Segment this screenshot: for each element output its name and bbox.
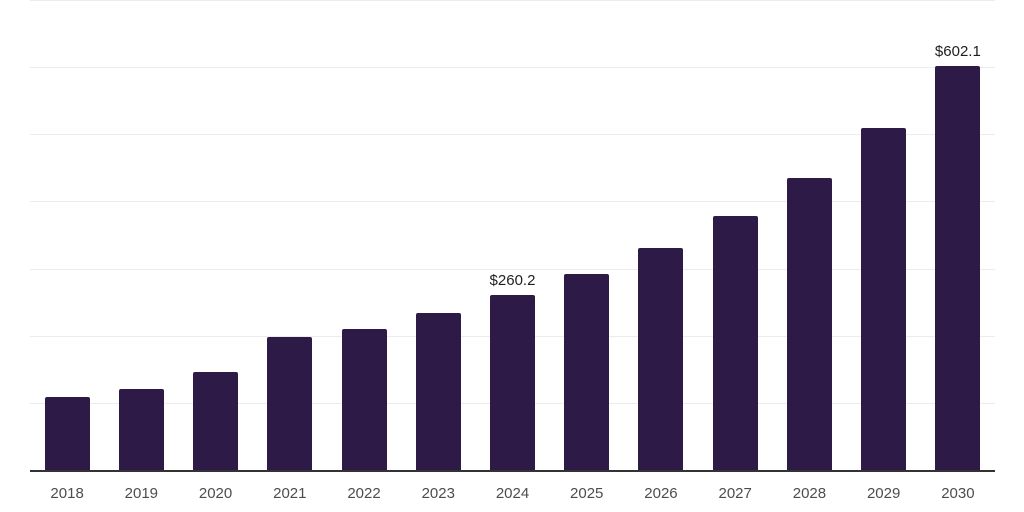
bar-2026	[638, 247, 684, 470]
x-axis-tick-label: 2019	[124, 485, 159, 502]
x-axis-tick-label: 2026	[644, 485, 678, 502]
x-axis-tick-label: 2029	[866, 485, 901, 502]
bar-2030	[935, 65, 981, 470]
bar-2023	[415, 312, 461, 470]
x-axis-tick-label: 2020	[198, 485, 233, 502]
gridline	[30, 67, 995, 68]
x-axis-tick-label: 2022	[347, 485, 381, 502]
bar-value-label-2024: $260.2	[489, 272, 536, 290]
bar-2020	[193, 371, 239, 470]
bar-2019	[118, 388, 164, 470]
gridline	[30, 269, 995, 270]
x-axis-tick-label: 2021	[273, 485, 307, 502]
bar-2025	[564, 273, 610, 470]
x-axis-tick-label: 2030	[941, 485, 975, 502]
x-axis-tick-label: 2027	[718, 485, 752, 502]
bar-value-label-2030: $602.1	[934, 42, 981, 60]
bar-2018	[44, 396, 90, 470]
x-axis-tick-label: 2023	[421, 485, 455, 502]
x-axis-tick-label: 2018	[50, 485, 84, 502]
gridline	[30, 0, 995, 1]
bar-2029	[861, 127, 907, 470]
bar-2028	[786, 177, 832, 470]
gridline	[30, 201, 995, 202]
x-axis-tick-label: 2025	[570, 485, 604, 502]
x-axis-line	[30, 470, 995, 472]
bar-2027	[712, 215, 758, 470]
bar-2024	[490, 295, 535, 470]
bar-2022	[341, 328, 387, 470]
x-axis-tick-label: 2028	[792, 485, 827, 502]
bar-2021	[267, 336, 313, 470]
gridline	[30, 134, 995, 135]
x-axis-tick-label: 2024	[495, 485, 530, 502]
